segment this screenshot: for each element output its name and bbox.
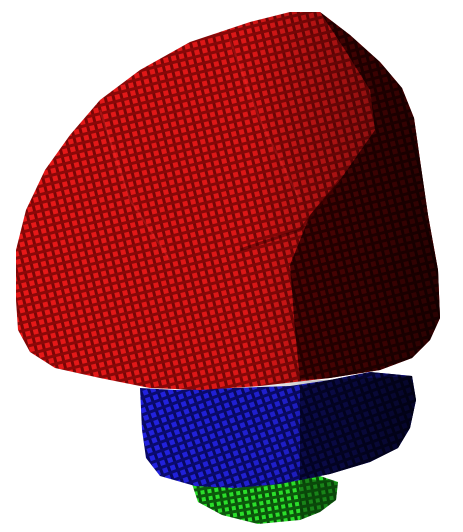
green-base-part — [190, 476, 338, 524]
blue-band-part — [140, 372, 416, 488]
red-cap-part — [16, 12, 440, 390]
